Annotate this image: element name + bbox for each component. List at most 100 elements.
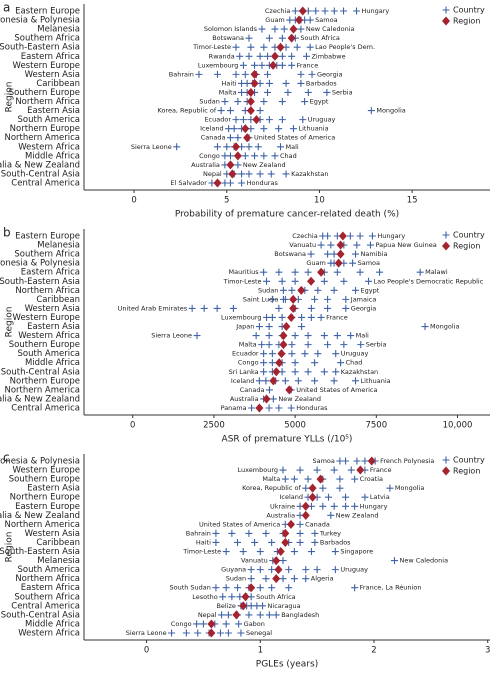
country-mark <box>256 584 264 592</box>
country-mark <box>285 566 293 574</box>
country-label: Luxembourg <box>238 466 279 474</box>
country-mark <box>301 350 309 358</box>
country-mark <box>353 7 361 15</box>
region-label: Southern Europe <box>9 475 80 485</box>
region-label: Northern Africa <box>15 574 80 584</box>
country-mark <box>239 548 247 556</box>
region-mark <box>289 24 298 34</box>
country-mark <box>284 88 292 96</box>
country-label: Mongolia <box>376 107 405 115</box>
country-mark <box>239 61 247 69</box>
country-mark <box>307 548 315 556</box>
region-mark <box>255 403 264 413</box>
country-mark <box>265 404 273 412</box>
country-mark <box>224 629 232 637</box>
region-mark <box>287 312 296 322</box>
country-mark <box>265 611 273 619</box>
region-mark <box>262 394 271 404</box>
country-label: New Caledonia <box>306 25 355 33</box>
country-label: Mauritius <box>229 268 260 276</box>
region-mark <box>295 15 304 25</box>
country-mark <box>330 250 338 258</box>
country-mark <box>262 575 270 583</box>
region-label: Eastern Asia <box>27 106 80 116</box>
country-mark <box>268 295 276 303</box>
country-mark <box>307 304 315 312</box>
country-mark <box>296 529 304 537</box>
country-mark <box>212 529 220 537</box>
country-label: Kazakhstan <box>291 170 328 178</box>
region-mark <box>274 565 283 575</box>
country-label: Lithuania <box>298 125 328 133</box>
country-mark <box>306 16 314 24</box>
x-tick-label: 0 <box>130 421 135 431</box>
country-mark <box>234 161 242 169</box>
region-mark <box>279 331 288 341</box>
country-mark <box>353 241 361 249</box>
region-label: Northern Europe <box>10 376 80 386</box>
x-tick-label: 2500 <box>203 421 225 431</box>
region-label: Northern Africa <box>15 286 80 296</box>
country-mark <box>168 629 176 637</box>
country-mark <box>279 575 287 583</box>
legend-symbol <box>442 456 450 464</box>
country-mark <box>347 466 355 474</box>
country-mark <box>349 259 357 267</box>
country-mark <box>245 611 253 619</box>
country-label: France, La Réunion <box>360 584 422 592</box>
region-mark <box>289 303 298 313</box>
country-mark <box>299 116 307 124</box>
country-mark <box>321 7 329 15</box>
region-mark <box>336 240 345 250</box>
country-mark <box>313 566 321 574</box>
country-label: New Zealand <box>243 161 286 169</box>
country-mark <box>260 268 268 276</box>
country-label: Lithuania <box>361 377 391 385</box>
country-mark <box>260 43 268 51</box>
country-mark <box>278 313 286 321</box>
country-mark <box>268 566 276 574</box>
country-mark <box>278 34 286 42</box>
country-mark <box>291 268 299 276</box>
legend-label: Country <box>453 456 485 465</box>
country-label: Solomon Islands <box>204 25 258 33</box>
country-mark <box>297 25 305 33</box>
country-mark <box>366 241 374 249</box>
country-mark <box>296 466 304 474</box>
country-mark <box>333 268 341 276</box>
country-mark <box>304 332 312 340</box>
country-mark <box>219 593 227 601</box>
country-mark <box>245 52 253 60</box>
country-mark <box>302 566 310 574</box>
country-mark <box>304 475 312 483</box>
country-mark <box>342 502 350 510</box>
country-label: Zimbabwe <box>311 52 345 60</box>
country-mark <box>324 304 332 312</box>
country-mark <box>319 484 327 492</box>
region-mark <box>269 376 278 386</box>
country-mark <box>324 341 332 349</box>
country-mark <box>200 304 208 312</box>
country-mark <box>255 377 263 385</box>
country-label: Nicaragua <box>268 602 301 610</box>
country-mark <box>291 332 299 340</box>
country-label: French Polynesia <box>380 457 434 465</box>
country-mark <box>234 584 242 592</box>
country-mark <box>306 43 314 51</box>
region-mark <box>246 97 255 107</box>
country-mark <box>282 170 290 178</box>
region-label: Eastern Africa <box>21 583 80 593</box>
country-label: Mali <box>356 332 369 340</box>
country-label: Mali <box>286 143 299 151</box>
country-mark <box>271 25 279 33</box>
country-mark <box>346 232 354 240</box>
country-mark <box>330 286 338 294</box>
country-mark <box>330 466 338 474</box>
y-axis-label: Region <box>5 82 15 113</box>
country-mark <box>212 538 220 546</box>
country-label: Croatia <box>360 475 383 483</box>
country-label: Czechia <box>265 7 290 15</box>
region-mark <box>298 6 307 16</box>
x-tick-label: 10,000 <box>443 421 473 431</box>
country-mark <box>304 368 312 376</box>
